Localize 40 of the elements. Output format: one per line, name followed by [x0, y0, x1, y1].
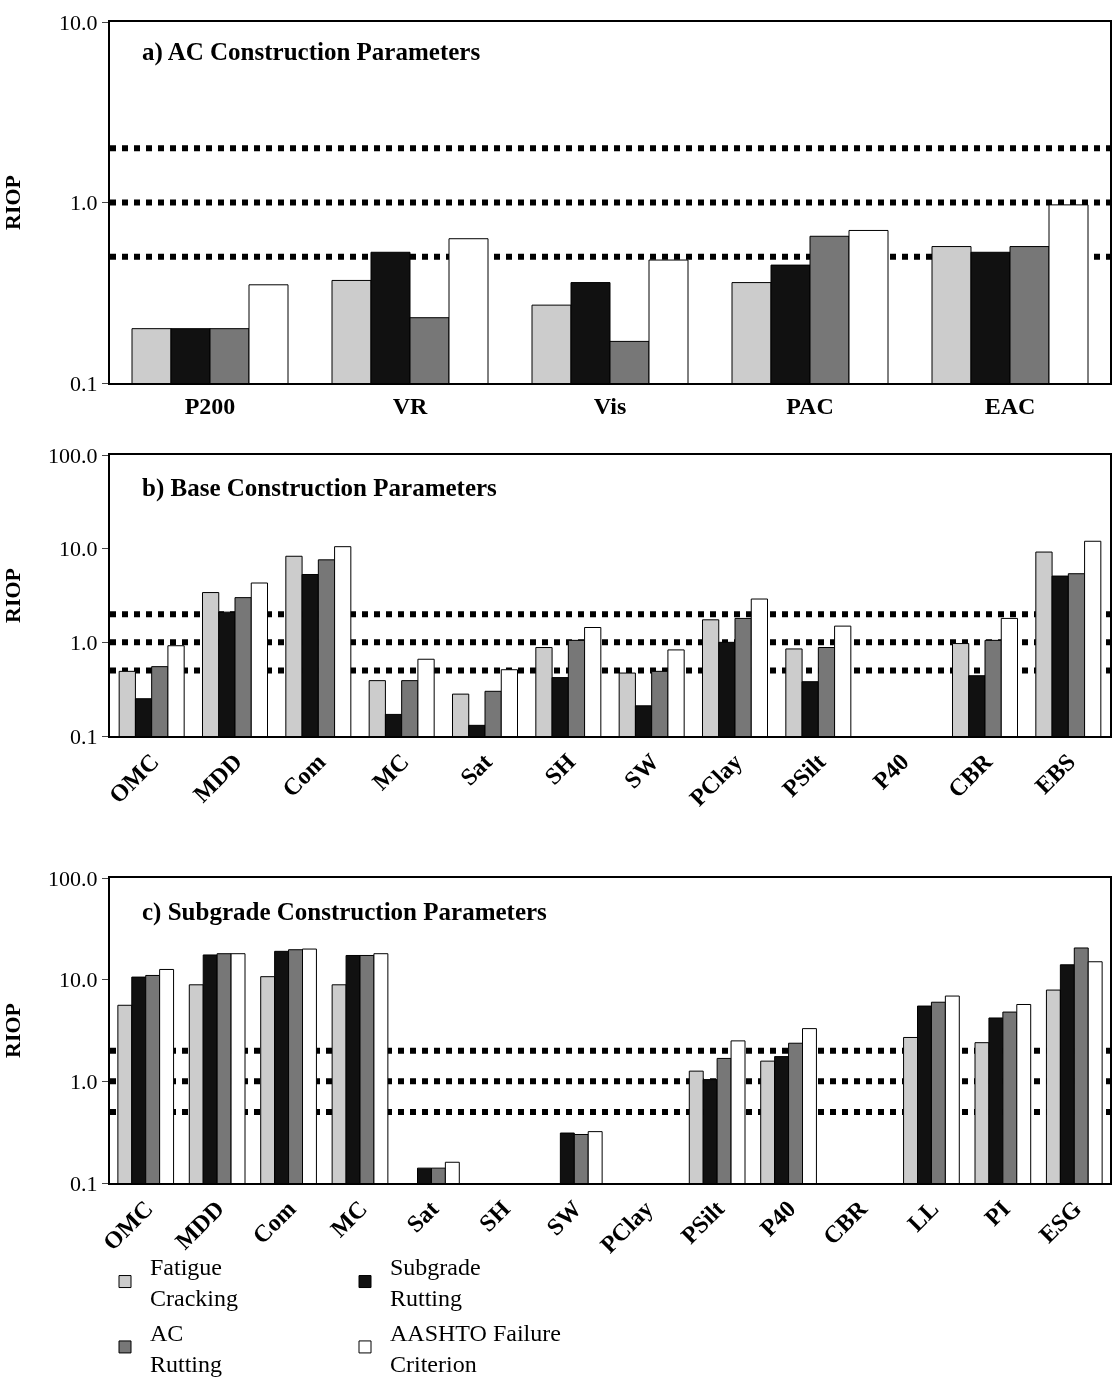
- y-tick-label: 0.1: [70, 1170, 98, 1196]
- x-tick-label: SW: [541, 1195, 587, 1241]
- x-tick-label: PI: [979, 1195, 1015, 1231]
- x-tick-label: SW: [618, 748, 664, 794]
- legend-label: AASHTO Failure Criterion: [390, 1319, 561, 1377]
- y-tick-label: 10.0: [59, 536, 98, 562]
- x-tick-label: SH: [539, 748, 581, 790]
- y-tick-label: 10.0: [59, 967, 98, 993]
- x-tick-label: SH: [473, 1195, 516, 1237]
- y-tick-label: 100.0: [48, 865, 98, 891]
- x-tick-label: Com: [277, 748, 331, 802]
- y-tick-label: 1.0: [70, 1069, 98, 1095]
- x-tick-label: LL: [902, 1195, 944, 1237]
- text: b) Base Construction Parameters: [142, 474, 498, 502]
- y-axis-title: RIOP: [0, 568, 25, 623]
- x-tick-label: Vis: [593, 392, 627, 419]
- x-tick-label: EAC: [984, 392, 1036, 419]
- text: a) AC Construction Parameters: [142, 38, 481, 66]
- x-tick-label: P200: [184, 392, 236, 419]
- y-axis-title: RIOP: [0, 1003, 25, 1058]
- x-tick-label: Sat: [455, 748, 498, 791]
- y-tick-label: 0.1: [70, 723, 98, 749]
- y-axis-title: RIOP: [0, 175, 25, 230]
- y-tick-label: 10.0: [59, 9, 98, 35]
- y-tick-label: 100.0: [48, 442, 98, 468]
- x-tick-label: Com: [247, 1195, 301, 1249]
- x-tick-label: VR: [392, 392, 428, 419]
- y-tick-label: 1.0: [70, 190, 98, 216]
- y-tick-label: 0.1: [70, 370, 98, 396]
- x-tick-label: MC: [325, 1195, 373, 1243]
- x-tick-label: Sat: [401, 1195, 444, 1238]
- y-tick-label: 1.0: [70, 630, 98, 656]
- legend-label: Subgrade Rutting: [390, 1254, 481, 1312]
- x-tick-label: PAC: [786, 392, 834, 419]
- x-tick-label: P40: [867, 748, 914, 795]
- legend-label: AC Rutting: [150, 1319, 223, 1377]
- legend-label: Fatigue Cracking: [150, 1254, 238, 1312]
- x-tick-label: MC: [367, 748, 414, 796]
- text: c) Subgrade Construction Parameters: [142, 898, 548, 926]
- x-tick-label: P40: [754, 1195, 801, 1242]
